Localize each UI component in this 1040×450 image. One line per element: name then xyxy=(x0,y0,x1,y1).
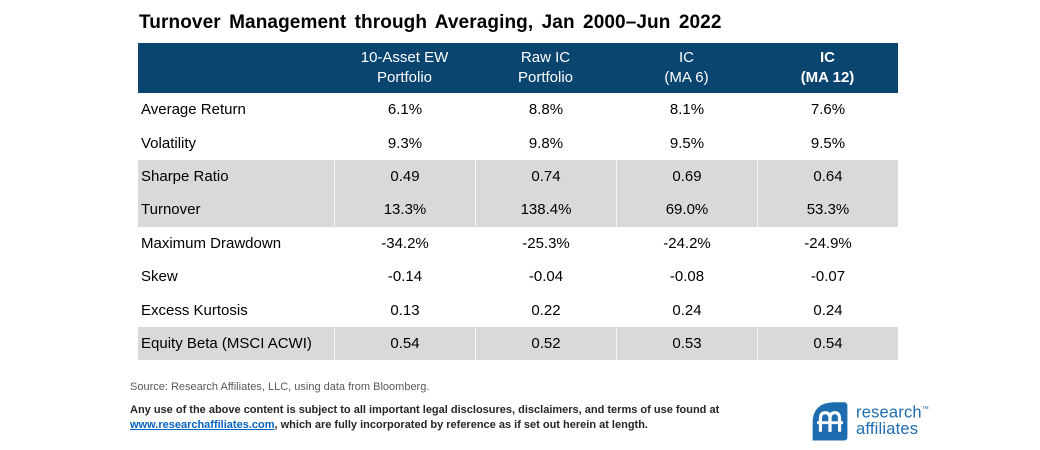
cell-value: -0.08 xyxy=(616,259,757,294)
table-row: Maximum Drawdown -34.2% -25.3% -24.2% -24.9% xyxy=(138,226,898,260)
cell-value: 8.1% xyxy=(616,93,757,127)
cell-value: 9.5% xyxy=(757,126,898,160)
cell-value: 53.3% xyxy=(757,193,898,227)
cell-value: 0.69 xyxy=(616,159,757,194)
cell-value: 0.49 xyxy=(334,159,475,194)
cell-value: 13.3% xyxy=(334,193,475,227)
cell-value: 0.54 xyxy=(334,326,475,361)
column-header: 10-Asset EW Portfolio xyxy=(360,48,449,86)
cell-value: 0.13 xyxy=(334,293,475,327)
logo-line2: affiliates xyxy=(856,419,919,438)
cell-value: 69.0% xyxy=(616,193,757,227)
logo-wordmark: research™ affiliates xyxy=(856,398,929,437)
cell-value: 6.1% xyxy=(334,93,475,127)
cell-value: 0.74 xyxy=(475,159,616,194)
row-label: Volatility xyxy=(141,134,197,152)
table-row: Skew -0.14 -0.04 -0.08 -0.07 xyxy=(138,259,898,294)
column-header: IC (MA 12) xyxy=(800,48,855,86)
cell-value: -0.07 xyxy=(757,259,898,294)
table-row: Volatility 9.3% 9.8% 9.5% 9.5% xyxy=(138,126,898,160)
cell-value: 8.8% xyxy=(475,93,616,127)
cell-value: 0.22 xyxy=(475,293,616,327)
table-row: Equity Beta (MSCI ACWI) 0.54 0.52 0.53 0.54 xyxy=(138,326,898,361)
row-label: Sharpe Ratio xyxy=(141,167,229,185)
cell-value: 7.6% xyxy=(757,93,898,127)
researchaffiliates-link[interactable]: www.researchaffiliates.com xyxy=(130,419,275,431)
trademark-symbol: ™ xyxy=(921,406,929,413)
table-row: Average Return 6.1% 8.8% 8.1% 7.6% xyxy=(138,93,898,127)
cell-value: 0.24 xyxy=(757,293,898,327)
cell-value: 0.54 xyxy=(757,326,898,361)
cell-value: 138.4% xyxy=(475,193,616,227)
cell-value: -24.2% xyxy=(616,226,757,260)
cell-value: 0.53 xyxy=(616,326,757,361)
logo-mark-icon xyxy=(812,402,848,441)
source-note: Source: Research Affiliates, LLC, using … xyxy=(130,381,430,393)
column-header: Raw IC Portfolio xyxy=(517,48,574,86)
legal-text-line2: , which are fully incorporated by refere… xyxy=(274,419,648,431)
cell-value: 0.52 xyxy=(475,326,616,361)
table-row: Excess Kurtosis 0.13 0.22 0.24 0.24 xyxy=(138,293,898,327)
cell-value: -25.3% xyxy=(475,226,616,260)
cell-value: 9.5% xyxy=(616,126,757,160)
legal-note: Any use of the above content is subject … xyxy=(130,403,730,433)
table-header-row: 10-Asset EW Portfolio Raw IC Portfolio IC … xyxy=(138,43,898,93)
row-label: Skew xyxy=(141,268,178,286)
cell-value: -34.2% xyxy=(334,226,475,260)
table-row: Turnover 13.3% 138.4% 69.0% 53.3% xyxy=(138,193,898,227)
row-label: Equity Beta (MSCI ACWI) xyxy=(141,334,312,352)
figure-title: Turnover Management through Averaging, J… xyxy=(139,12,722,33)
row-label: Turnover xyxy=(141,201,201,219)
row-label: Maximum Drawdown xyxy=(141,234,282,252)
cell-value: -0.04 xyxy=(475,259,616,294)
legal-text-line1: Any use of the above content is subject … xyxy=(130,404,720,416)
cell-value: 0.24 xyxy=(616,293,757,327)
row-label: Excess Kurtosis xyxy=(141,301,248,319)
row-label: Average Return xyxy=(141,101,246,119)
cell-value: -0.14 xyxy=(334,259,475,294)
column-header: IC (MA 6) xyxy=(664,48,709,86)
logo-line1: research xyxy=(856,403,922,422)
cell-value: 9.3% xyxy=(334,126,475,160)
research-affiliates-logo: research™ affiliates xyxy=(810,398,929,443)
data-table: 10-Asset EW Portfolio Raw IC Portfolio IC … xyxy=(138,43,898,361)
cell-value: 9.8% xyxy=(475,126,616,160)
cell-value: -24.9% xyxy=(757,226,898,260)
cell-value: 0.64 xyxy=(757,159,898,194)
table-row: Sharpe Ratio 0.49 0.74 0.69 0.64 xyxy=(138,159,898,194)
